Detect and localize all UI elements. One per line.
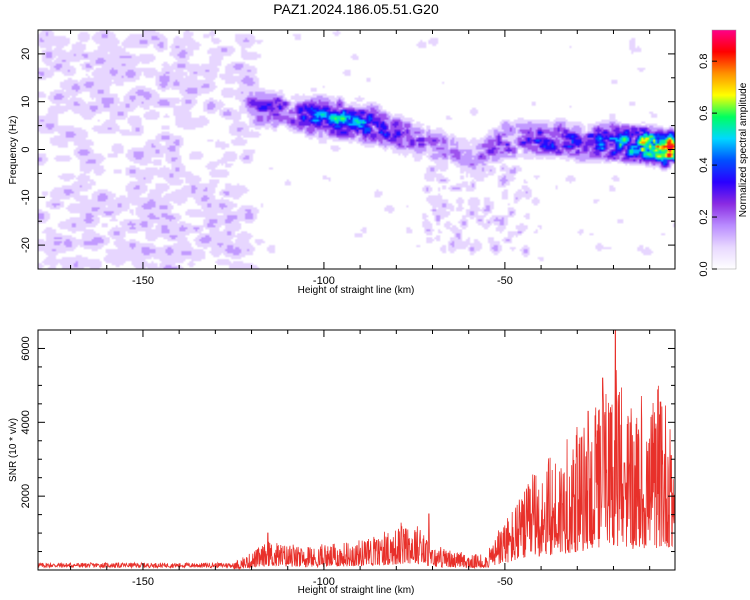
- snr-panel: -150 -100 -50 2000 4000 6000 Height of strai…: [8, 329, 676, 596]
- snr-background: [38, 330, 675, 570]
- colorbar-tick-label: 0.6: [698, 105, 710, 120]
- snr-y-tick-label: 4000: [20, 410, 32, 434]
- snr-x-tick-label: -50: [497, 576, 513, 588]
- colorbar-tick-label: 0.2: [698, 209, 710, 224]
- spectrogram-y-ticks: -20 -10 0 10 20: [20, 29, 675, 270]
- colorbar-bar: [712, 30, 736, 269]
- snr-y-tick-label: 2000: [20, 484, 32, 508]
- spectrogram-y-tick-label: 10: [20, 96, 32, 108]
- spectrogram-x-tick-label: -100: [313, 275, 335, 287]
- snr-y-ticks: 2000 4000 6000: [20, 329, 675, 571]
- colorbar-tick-label: 0.4: [698, 157, 710, 172]
- snr-frame: [37, 329, 676, 571]
- colorbar-label: Normalized spectral amplitude: [738, 82, 749, 217]
- colorbar: 0.0 0.2 0.4 0.6 0.8 Normalized spectral ampl…: [698, 29, 749, 277]
- snr-series-line: [38, 330, 675, 570]
- snr-x-label: Height of straight line (km): [298, 585, 415, 596]
- spectrogram-frame: [37, 29, 676, 270]
- spectrogram-x-tick-label: -150: [132, 275, 154, 287]
- spectrogram-y-tick-label: 20: [20, 48, 32, 60]
- spectrogram-x-tick-label: -50: [497, 275, 513, 287]
- spectrogram-image: [38, 30, 675, 269]
- spectrogram-y-tick-label: 0: [20, 146, 32, 152]
- snr-x-tick-label: -100: [313, 576, 335, 588]
- spectrogram-y-tick-label: -10: [20, 189, 32, 205]
- spectrogram-y-label: Frequency (Hz): [8, 116, 19, 185]
- colorbar-tick-label: 0.8: [698, 54, 710, 69]
- snr-y-label: SNR (10 * v/v): [8, 418, 19, 482]
- spectrogram-x-ticks: -150 -100 -50: [70, 30, 651, 287]
- spectrogram-y-tick-label: -20: [20, 237, 32, 253]
- snr-y-tick-label: 6000: [20, 336, 32, 360]
- snr-x-ticks: -150 -100 -50: [70, 330, 651, 588]
- snr-x-tick-label: -150: [132, 576, 154, 588]
- colorbar-frame: [711, 29, 737, 270]
- colorbar-tick-label: 0.0: [698, 261, 710, 276]
- spectrogram-x-label: Height of straight line (km): [298, 285, 415, 296]
- figure-title: PAZ1.2024.186.05.51.G20: [273, 1, 439, 17]
- colorbar-ticks: 0.0 0.2 0.4 0.6 0.8: [698, 54, 717, 277]
